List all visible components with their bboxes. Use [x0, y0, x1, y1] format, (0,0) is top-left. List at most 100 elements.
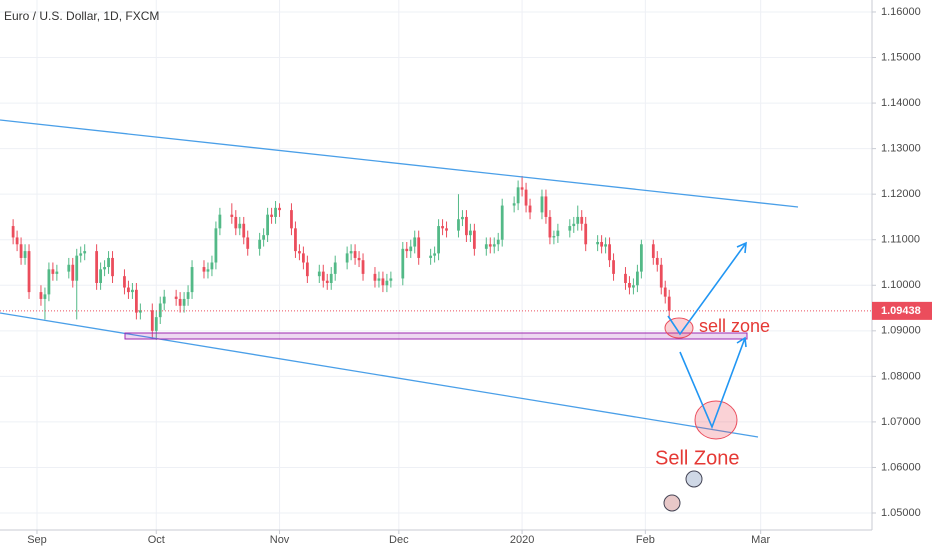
candle-body [230, 214, 234, 217]
candle-body [329, 273, 333, 283]
candle-body [266, 214, 269, 236]
candle-body [333, 262, 337, 274]
candle-body [218, 214, 222, 229]
candle-body [95, 251, 99, 283]
last-price-label: 1.09438 [881, 305, 921, 317]
grid [0, 0, 872, 530]
event-icon [663, 494, 681, 512]
candle-body [150, 310, 154, 331]
candle-body [242, 223, 246, 238]
candle-body [556, 230, 560, 237]
candle-body [317, 271, 321, 277]
projection-arrow [667, 242, 747, 336]
candles [0, 175, 872, 340]
candle-body [27, 251, 31, 293]
candle-body [373, 273, 377, 281]
candle-body [596, 241, 600, 245]
candle-body [246, 237, 250, 249]
x-tick-label: Dec [389, 534, 409, 546]
axes: 1.05000 1.06000 1.07000 1.08000 1.09000 1.100… [27, 6, 932, 546]
y-tick-label: 1.08000 [881, 370, 921, 382]
candle-body [417, 237, 421, 258]
y-tick-label: 1.11000 [881, 234, 920, 246]
y-tick-label: 1.09000 [881, 325, 921, 337]
candle-body [214, 228, 218, 263]
candle-body [23, 251, 27, 258]
candle-body [500, 205, 504, 240]
candle-body [186, 292, 190, 299]
candle-body [75, 255, 79, 281]
candle-body [182, 298, 186, 306]
candle-body [210, 262, 214, 270]
candle-body [488, 244, 492, 247]
candle-body [305, 262, 309, 277]
candle-body [67, 264, 71, 272]
candle-body [270, 214, 273, 217]
candle-body [162, 296, 166, 304]
projection-arrow [679, 337, 746, 430]
candle-body [651, 244, 655, 258]
candle-body [15, 237, 19, 245]
candle-body [469, 230, 472, 236]
candle-body [429, 255, 433, 258]
candle-body [11, 226, 15, 238]
y-tick-label: 1.10000 [881, 279, 921, 291]
candle-body [238, 223, 242, 229]
candle-body [55, 271, 59, 274]
candle-body [43, 294, 47, 299]
candle-body [111, 257, 114, 277]
candle-body [325, 280, 329, 283]
annotation: Sell Zone [655, 447, 740, 469]
candle-body [663, 287, 667, 297]
candle-body [437, 226, 440, 254]
candle-body [552, 236, 556, 238]
x-tick-label: Feb [636, 534, 655, 546]
candle-body [405, 248, 409, 252]
candle-body [608, 244, 611, 261]
candle-body [520, 187, 524, 190]
candle-body [457, 219, 460, 231]
last-price-box [872, 301, 932, 320]
candle-body [636, 271, 639, 286]
event-icon [685, 470, 703, 488]
y-tick-label: 1.14000 [881, 97, 921, 109]
candle-body [484, 244, 488, 249]
lower-trendline [0, 312, 759, 438]
arrow-head [736, 336, 747, 348]
x-tick-label: Oct [148, 534, 165, 546]
candle-body [206, 269, 210, 272]
candle-body [524, 189, 528, 206]
y-tick-label: 1.13000 [881, 143, 921, 155]
candle-body [353, 251, 357, 258]
candle-body [389, 278, 393, 281]
candle-body [580, 216, 584, 224]
candle-body [540, 196, 544, 213]
candle-body [294, 228, 297, 252]
candle-body [99, 269, 102, 283]
y-tick-label: 1.07000 [881, 416, 921, 428]
candle-body [667, 296, 671, 311]
candle-body [604, 244, 607, 247]
candle-body [632, 285, 635, 288]
candle-body [655, 257, 659, 265]
sell-zone-marker [694, 400, 738, 440]
candle-body [401, 248, 405, 279]
candle-body [83, 251, 87, 254]
candle-body [190, 267, 194, 293]
candle-body [301, 253, 305, 263]
candle-body [51, 269, 55, 274]
candle-body [441, 226, 444, 229]
candle-body [258, 239, 262, 249]
candle-body [385, 280, 389, 286]
candle-body [472, 230, 476, 249]
candle-body [123, 276, 126, 288]
candle-body [134, 289, 138, 313]
candle-body [461, 216, 464, 220]
candle-body [290, 210, 293, 229]
candle-body [516, 187, 520, 204]
candle-body [158, 303, 162, 318]
candle-body [377, 278, 381, 281]
candle-body [278, 207, 281, 211]
candle-body [349, 251, 353, 254]
